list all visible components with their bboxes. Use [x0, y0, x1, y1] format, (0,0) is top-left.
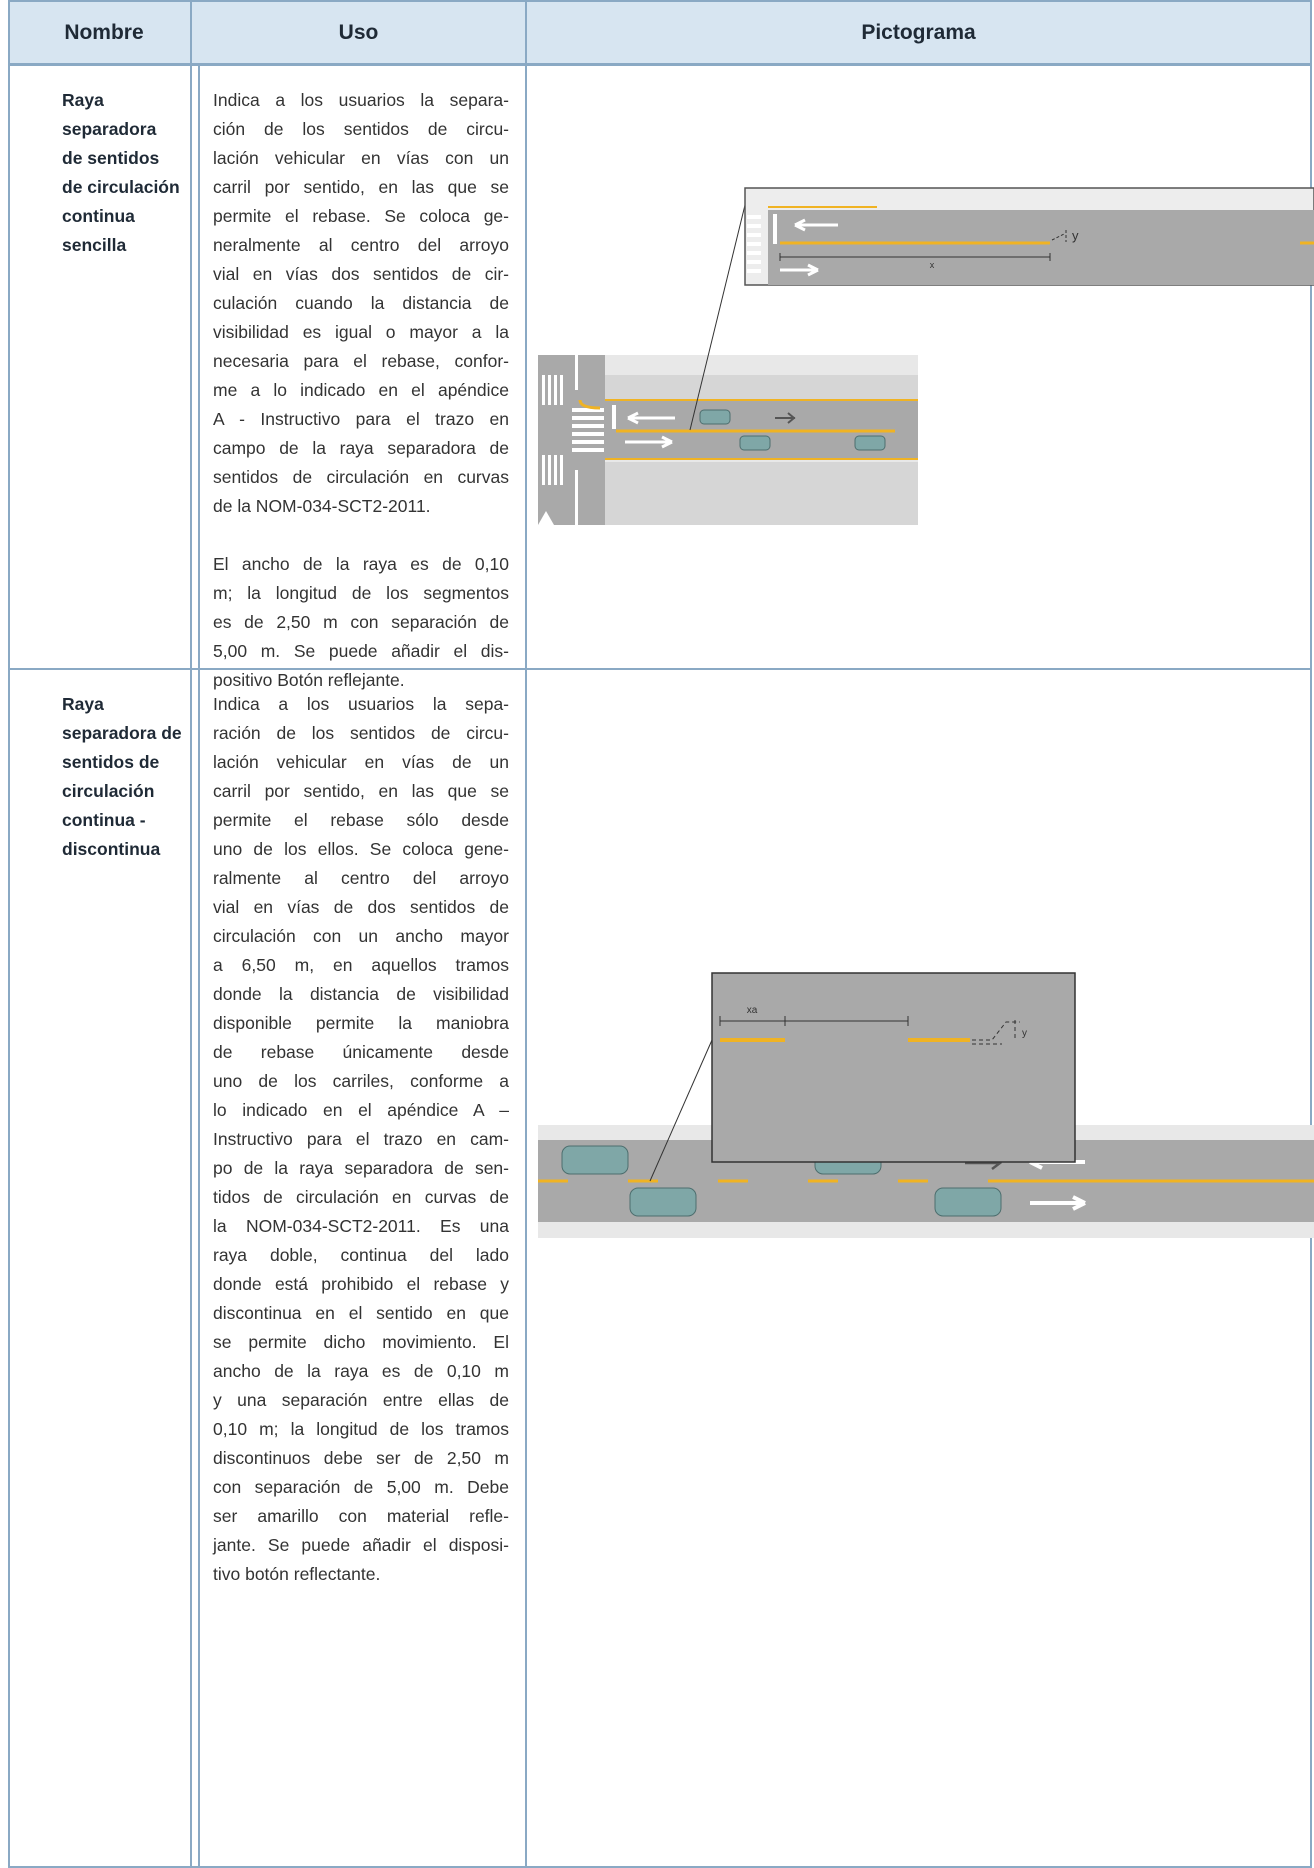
- dimension-label: y: [1072, 228, 1079, 243]
- text-line: la NOM-034-SCT2-2011. Es una: [213, 1216, 509, 1236]
- text-line: A - Instructivo para el trazo en: [213, 409, 509, 429]
- text-line: Instructivo para el trazo en cam-: [213, 1129, 509, 1149]
- text-line: raya doble, continua del lado: [213, 1245, 509, 1265]
- text-line: po de la raya separadora de sen-: [213, 1158, 509, 1178]
- name-cell: Raya separadora de sentidos de circulación c…: [8, 64, 200, 670]
- pictogram-1: [538, 204, 918, 525]
- text-line: Indica a los usuarios la separa-: [213, 90, 509, 110]
- text-line: donde la distancia de visibilidad: [213, 984, 509, 1004]
- name-line: sentidos de: [62, 752, 160, 772]
- name-line: Raya: [62, 90, 104, 110]
- text-line: es de 2,50 m con separación de: [213, 612, 509, 632]
- use-cell: Indica a los usuarios la sepa-ración de …: [190, 668, 527, 1868]
- text-line: positivo Botón reflejante.: [213, 670, 405, 690]
- text-line: se permite dicho movimiento. El: [213, 1332, 509, 1352]
- text-line: discontinua en el sentido en que: [213, 1303, 509, 1323]
- text-line: lo indicado en el apéndice A –: [213, 1100, 509, 1120]
- text-line: 0,10 m; la longitud de los tramos: [213, 1419, 509, 1439]
- name-line: discontinua: [62, 839, 161, 859]
- text-line: sentidos de circulación en curvas: [213, 467, 509, 487]
- text-line: de rebase únicamente desde: [213, 1042, 509, 1062]
- text-line: disponible permite la maniobra: [213, 1013, 509, 1033]
- text-line: ralmente al centro del arroyo: [213, 868, 509, 888]
- text-line: ción de los sentidos de circu-: [213, 119, 509, 139]
- text-line: m; la longitud de los segmentos: [213, 583, 509, 603]
- text-line: El ancho de la raya es de 0,10: [213, 554, 509, 574]
- text-line: tivo botón reflectante.: [213, 1564, 381, 1584]
- name-line: separadora: [62, 119, 157, 139]
- text-line: a 6,50 m, en aquellos tramos: [213, 955, 509, 975]
- text-line: y una separación entre ellas de: [213, 1390, 509, 1410]
- text-line: necesaria para el rebase, confor-: [213, 351, 509, 371]
- text-line: 5,00 m. Se puede añadir el dis-: [213, 641, 509, 661]
- text-line: con separación de 5,00 m. Debe: [213, 1477, 509, 1497]
- text-line: ración de los sentidos de circu-: [213, 723, 509, 743]
- text-line: permite el rebase sólo desde: [213, 810, 509, 830]
- column-header: Nombre: [8, 0, 200, 66]
- text-line: visibilidad es igual o mayor a la: [213, 322, 509, 342]
- paragraph: Indica a los usuarios la separa-ción de …: [213, 86, 509, 521]
- name-line: continua: [62, 206, 135, 226]
- text-line: Indica a los usuarios la sepa-: [213, 694, 509, 714]
- text-line: carril por sentido, en las que se: [213, 177, 509, 197]
- pictogram-2-detail: xa y: [711, 972, 1076, 1163]
- text-line: jante. Se puede añadir el disposi-: [213, 1535, 509, 1555]
- text-line: permite el rebase. Se coloca ge-: [213, 206, 509, 226]
- text-line: culación cuando la distancia de: [213, 293, 509, 313]
- dimension-label: y: [1022, 1028, 1027, 1039]
- text-line: tidos de circulación en curvas de: [213, 1187, 509, 1207]
- text-line: ancho de la raya es de 0,10 m: [213, 1361, 509, 1381]
- text-line: me a lo indicado en el apéndice: [213, 380, 509, 400]
- text-line: vial en vías dos sentidos de cir-: [213, 264, 509, 284]
- name-line: de circulación: [62, 177, 180, 197]
- pictogram-1-detail: y x: [744, 187, 1314, 286]
- text-line: uno de los carriles, conforme a: [213, 1071, 509, 1091]
- text-line: discontinuos debe ser de 2,50 m: [213, 1448, 509, 1468]
- name-line: de sentidos: [62, 148, 160, 168]
- name-line: circulación: [62, 781, 155, 801]
- text-line: circulación con un ancho mayor: [213, 926, 509, 946]
- text-line: neralmente al centro del arroyo: [213, 235, 509, 255]
- name-cell: Raya separadora de sentidos de circulación c…: [8, 668, 200, 1868]
- paragraph: Indica a los usuarios la sepa-ración de …: [213, 690, 509, 1589]
- text-line: de la NOM-034-SCT2-2011.: [213, 496, 431, 516]
- column-header: Pictograma: [525, 0, 1312, 66]
- dimension-label: xa: [747, 1005, 758, 1016]
- dimension-label: x: [930, 260, 935, 270]
- text-line: uno de los ellos. Se coloca gene-: [213, 839, 509, 859]
- name-line: Raya: [62, 694, 104, 714]
- text-line: donde está prohibido el rebase y: [213, 1274, 509, 1294]
- text-line: vial en vías de dos sentidos de: [213, 897, 509, 917]
- text-line: lación vehicular en vías de un: [213, 752, 509, 772]
- paragraph: El ancho de la raya es de 0,10 m; la long…: [213, 550, 509, 695]
- text-line: campo de la raya separadora de: [213, 438, 509, 458]
- name-line: separadora de: [62, 723, 182, 743]
- name-line: continua -: [62, 810, 146, 830]
- use-cell: Indica a los usuarios la separa-ción de …: [190, 64, 527, 690]
- name-line: sencilla: [62, 235, 127, 255]
- text-line: ser amarillo con material refle-: [213, 1506, 509, 1526]
- text-line: carril por sentido, en las que se: [213, 781, 509, 801]
- text-line: lación vehicular en vías con un: [213, 148, 509, 168]
